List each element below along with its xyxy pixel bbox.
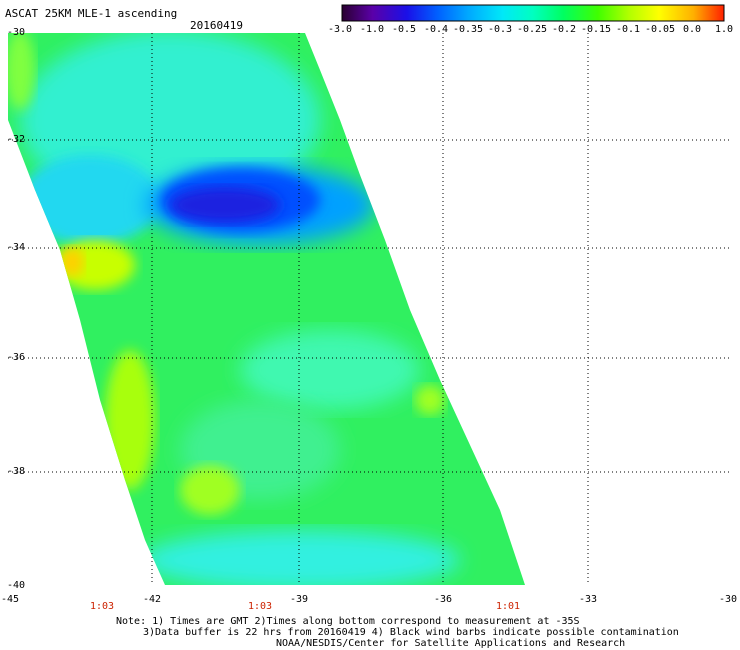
lon-label: -30: [718, 594, 738, 605]
colorbar-tick: -0.35: [452, 24, 484, 35]
lat-label: -40: [7, 580, 26, 591]
note-line-2: 3)Data buffer is 22 hrs from 20160419 4)…: [143, 627, 679, 638]
product-title: ASCAT 25KM MLE-1 ascending: [5, 7, 178, 20]
wind-swath: [8, 33, 525, 585]
product-date: 20160419: [190, 19, 243, 32]
lat-label: -30: [7, 27, 26, 38]
colorbar-tick: -0.3: [487, 24, 513, 35]
colorbar: [341, 4, 725, 22]
colorbar-tick: 0.0: [682, 24, 702, 35]
colorbar-tick: -3.0: [327, 24, 353, 35]
colorbar-tick: -0.05: [644, 24, 676, 35]
colorbar-tick: -0.2: [551, 24, 577, 35]
lat-label: -34: [7, 242, 26, 253]
lon-label: -36: [433, 594, 453, 605]
colorbar-tick: -1.0: [359, 24, 385, 35]
time-label: 1:03: [89, 601, 115, 612]
lat-label: -38: [7, 466, 26, 477]
colorbar-tick: -0.4: [423, 24, 449, 35]
colorbar-tick: 1.0: [714, 24, 734, 35]
colorbar-tick: -0.5: [391, 24, 417, 35]
lon-label: -39: [289, 594, 309, 605]
colorbar-labels: -3.0 -1.0 -0.5 -0.4 -0.35 -0.3 -0.25 -0.…: [328, 24, 733, 38]
lon-label: -45: [0, 594, 20, 605]
note-line-3: NOAA/NESDIS/Center for Satellite Applica…: [276, 638, 626, 649]
lon-label: -33: [578, 594, 598, 605]
time-label: 1:01: [495, 601, 521, 612]
time-label: 1:03: [247, 601, 273, 612]
colorbar-tick: -0.25: [516, 24, 548, 35]
lon-label: -42: [142, 594, 162, 605]
graticule: [8, 33, 732, 585]
colorbar-tick: -0.15: [580, 24, 612, 35]
note-line-1: Note: 1) Times are GMT 2)Times along bot…: [116, 616, 580, 627]
colorbar-tick: -0.1: [615, 24, 641, 35]
lat-label: -36: [7, 352, 26, 363]
lat-label: -32: [7, 134, 26, 145]
